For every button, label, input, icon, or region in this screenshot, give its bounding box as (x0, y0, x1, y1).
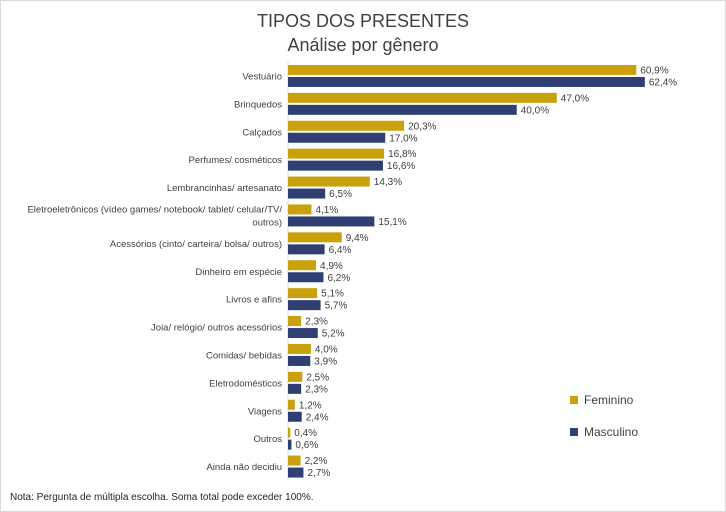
bar-masculino-2 (288, 132, 386, 143)
data-label-masculino-6: 6,4% (329, 245, 352, 256)
bar-masculino-0 (288, 76, 645, 87)
bar-masculino-13 (288, 439, 292, 450)
bar-feminino-6 (288, 232, 342, 243)
category-label-4: Lembrancinhas/ artesanato (167, 183, 282, 194)
data-label-masculino-10: 3,9% (314, 356, 337, 367)
bar-feminino-13 (288, 427, 291, 438)
data-label-feminino-7: 4,9% (320, 261, 343, 272)
bar-feminino-4 (288, 176, 370, 187)
chart-note: Nota: Pergunta de múltipla escolha. Soma… (10, 492, 314, 503)
category-label-13: Outros (253, 434, 282, 445)
bar-masculino-3 (288, 160, 383, 171)
category-label-12: Viagens (248, 406, 282, 417)
category-label-3: Perfumes/ cosméticos (189, 155, 283, 166)
bar-masculino-12 (288, 411, 302, 422)
data-label-feminino-10: 4,0% (315, 344, 338, 355)
category-label-6: Acessórios (cinto/ carteira/ bolsa/ outr… (110, 239, 282, 250)
bar-masculino-7 (288, 272, 324, 283)
bar-masculino-9 (288, 328, 318, 339)
legend-label-feminino: Feminino (584, 393, 634, 407)
bar-feminino-12 (288, 399, 295, 410)
bar-feminino-11 (288, 371, 303, 382)
bar-masculino-5 (288, 216, 375, 227)
bar-masculino-1 (288, 104, 517, 115)
data-label-feminino-5: 4,1% (315, 205, 338, 216)
data-label-masculino-2: 17,0% (389, 133, 417, 144)
bar-masculino-11 (288, 383, 302, 394)
data-label-feminino-9: 2,3% (305, 317, 328, 328)
bar-feminino-7 (288, 260, 317, 271)
bar-masculino-4 (288, 188, 326, 199)
category-label-0: Vestuário (242, 71, 282, 82)
data-label-feminino-8: 5,1% (321, 289, 344, 300)
data-label-feminino-4: 14,3% (374, 177, 402, 188)
legend-item-feminino: Feminino (570, 392, 638, 408)
data-label-masculino-8: 5,7% (325, 301, 348, 312)
data-label-masculino-14: 2,7% (307, 468, 330, 479)
data-label-masculino-13: 0,6% (295, 440, 318, 451)
legend-item-masculino: Masculino (570, 424, 638, 440)
category-label-11: Eletrodomésticos (209, 378, 282, 389)
chart-title: TIPOS DOS PRESENTES (256, 11, 470, 31)
bar-masculino-8 (288, 300, 321, 311)
data-label-feminino-3: 16,8% (388, 149, 416, 160)
legend-swatch-masculino (570, 428, 578, 436)
bar-feminino-1 (288, 92, 557, 103)
bar-feminino-14 (288, 455, 301, 466)
category-label-1: Brinquedos (234, 99, 282, 110)
data-label-feminino-14: 2,2% (305, 456, 328, 467)
bar-feminino-2 (288, 120, 405, 131)
category-label-14: Ainda não decidiu (206, 462, 282, 473)
bar-feminino-0 (288, 64, 637, 75)
category-label-10: Comidas/ bebidas (206, 350, 282, 361)
bar-masculino-6 (288, 244, 325, 255)
bar-feminino-10 (288, 343, 311, 354)
category-label-2: Calçados (242, 127, 282, 138)
data-label-masculino-11: 2,3% (305, 384, 328, 395)
data-label-feminino-2: 20,3% (408, 121, 436, 132)
category-label-5: Eletroeletrônicos (vídeo games/ notebook… (27, 204, 282, 228)
category-label-8: Livros e afins (226, 295, 282, 306)
data-label-masculino-7: 6,2% (327, 273, 350, 284)
data-label-masculino-1: 40,0% (521, 105, 549, 116)
bar-masculino-10 (288, 355, 311, 366)
data-label-feminino-0: 60,9% (640, 65, 668, 76)
chart-subtitle: Análise por gênero (287, 35, 439, 55)
category-label-9: Joia/ relógio/ outros acessórios (151, 323, 282, 334)
data-label-feminino-6: 9,4% (346, 233, 369, 244)
data-label-feminino-13: 0,4% (294, 428, 317, 439)
data-label-masculino-0: 62,4% (649, 77, 677, 88)
bar-feminino-5 (288, 204, 312, 215)
legend-swatch-feminino (570, 396, 578, 404)
chart-legend: Feminino Masculino (570, 392, 638, 456)
bar-feminino-8 (288, 288, 318, 299)
category-label-7: Dinheiro em espécie (195, 267, 282, 278)
legend-label-masculino: Masculino (584, 425, 639, 439)
bar-masculino-14 (288, 467, 304, 478)
data-label-masculino-3: 16,6% (387, 161, 415, 172)
data-label-masculino-4: 6,5% (329, 189, 352, 200)
data-label-masculino-5: 15,1% (378, 217, 406, 228)
data-label-feminino-12: 1,2% (299, 400, 322, 411)
bar-feminino-3 (288, 148, 385, 159)
data-label-feminino-1: 47,0% (561, 93, 589, 104)
data-label-masculino-9: 5,2% (322, 329, 345, 340)
data-label-masculino-12: 2,4% (306, 412, 329, 423)
data-label-feminino-11: 2,5% (306, 372, 329, 383)
bar-feminino-9 (288, 316, 302, 327)
